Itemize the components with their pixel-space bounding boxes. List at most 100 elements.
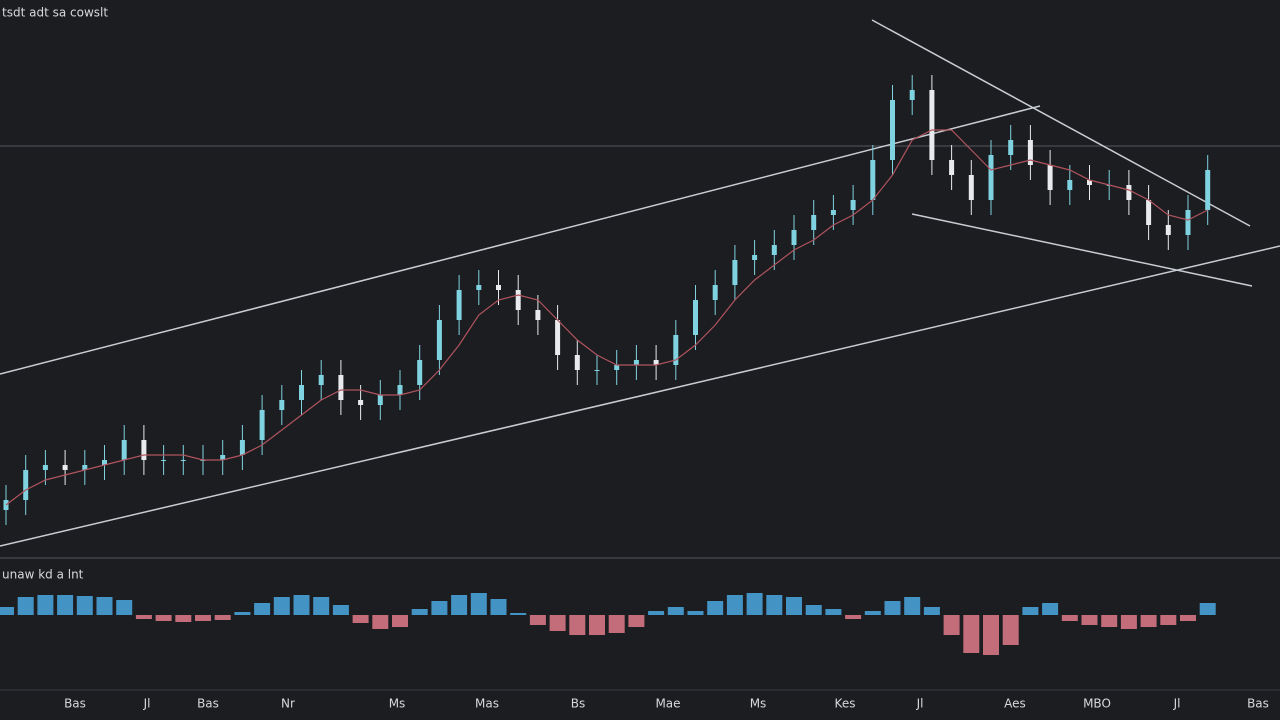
histogram-bar: [1160, 615, 1177, 625]
histogram-bar: [135, 615, 152, 619]
plot-area: Bas Jl Bas Nr Ms Mas Bs Mae Ms Kes Jl Aes MBO Jl Bas: [0, 75, 1269, 711]
histogram-bar: [96, 597, 113, 615]
candle-body: [476, 285, 482, 290]
histogram-bar: [1101, 615, 1118, 627]
histogram-bar: [155, 615, 172, 621]
chart-title: tsdt adt sa cowslt: [2, 6, 108, 20]
histogram-bar: [313, 597, 330, 615]
histogram-bar: [648, 611, 665, 615]
candle-body: [693, 300, 698, 335]
candle-body: [338, 375, 344, 400]
wedge-upper: [871, 19, 1251, 227]
candle-body: [771, 245, 777, 255]
channel-upper: [0, 105, 1041, 375]
candle-body: [82, 465, 88, 470]
candle-body: [949, 160, 955, 175]
candle-body: [614, 365, 620, 370]
histogram-bar: [392, 615, 408, 627]
histogram-bar: [1081, 615, 1098, 625]
candle-body: [811, 215, 817, 230]
histogram-bar: [273, 597, 290, 615]
histogram-bar: [864, 611, 881, 615]
histogram-bar: [1140, 615, 1157, 627]
histogram-bar: [805, 605, 822, 615]
candle-body: [929, 90, 935, 160]
candle-body: [42, 465, 48, 470]
candle-body: [1146, 200, 1152, 225]
histogram-bar: [529, 615, 546, 625]
candle-body: [397, 385, 403, 395]
x-tick-label: Ms: [389, 697, 406, 711]
candle-body: [318, 375, 324, 385]
candle-body: [358, 400, 364, 405]
x-tick-label: Bas: [1247, 697, 1269, 711]
candle-body: [180, 460, 186, 461]
candle-body: [1087, 180, 1092, 185]
candle-body: [62, 465, 68, 470]
histogram-bar: [352, 615, 369, 623]
candle-body: [1185, 210, 1191, 235]
candle-body: [1027, 140, 1033, 165]
x-tick-label: Jl: [916, 697, 924, 711]
candle-body: [1067, 180, 1073, 190]
histogram-bar: [510, 613, 527, 615]
x-tick-label: Bs: [571, 697, 585, 711]
histogram-bar: [786, 597, 802, 615]
candle-body: [890, 100, 895, 160]
histogram-bar: [1061, 615, 1078, 621]
histogram-bar: [746, 593, 763, 615]
x-tick-label: Jl: [1173, 697, 1181, 711]
candle-body: [259, 410, 265, 440]
histogram-bar: [589, 615, 605, 635]
histogram-bar: [943, 615, 960, 635]
histogram-bar: [372, 615, 389, 629]
candle-body: [673, 335, 679, 365]
histogram-bar: [707, 601, 724, 615]
x-tick-label: Mae: [655, 697, 680, 711]
histogram-bar: [667, 607, 684, 615]
histogram-bar: [549, 615, 566, 631]
x-tick-label: Jl: [143, 697, 151, 711]
candle-body: [1126, 185, 1132, 200]
histogram-bar: [1120, 615, 1137, 629]
x-tick-label: Aes: [1004, 697, 1026, 711]
candle-body: [515, 290, 521, 310]
candle-body: [791, 230, 797, 245]
candle-body: [1165, 225, 1171, 235]
histogram-bar: [904, 597, 921, 615]
histogram-bar: [1042, 603, 1059, 615]
candle-body: [377, 395, 383, 405]
candle-body: [456, 290, 462, 320]
histogram-bar: [963, 615, 980, 653]
candle-body: [1008, 140, 1014, 155]
x-tick-label: Bas: [64, 697, 86, 711]
histogram-bar: [332, 605, 349, 615]
x-tick-label: Bas: [197, 697, 219, 711]
candle-body: [870, 160, 876, 200]
histogram-bar: [234, 612, 251, 615]
histogram-bar: [451, 595, 468, 615]
histogram-bar: [0, 607, 14, 615]
histogram-bar: [569, 615, 586, 635]
candle-body: [161, 460, 167, 461]
x-tick-label: MBO: [1083, 697, 1111, 711]
candle-body: [496, 285, 501, 290]
candle-body: [141, 440, 147, 460]
histogram-bar: [845, 615, 862, 619]
candle-body: [436, 320, 442, 360]
candle-body: [653, 360, 659, 365]
histogram-bar: [983, 615, 999, 655]
indicator-label: unaw kd a lnt: [2, 568, 84, 582]
candle-body: [909, 90, 915, 100]
candle-body: [712, 285, 718, 300]
histogram-bar: [293, 595, 310, 615]
histogram-bar: [884, 601, 901, 615]
histogram-bar: [1199, 603, 1216, 615]
histogram-bar: [1002, 615, 1019, 645]
histogram-bar: [628, 615, 645, 627]
histogram-bar: [411, 609, 428, 615]
moving-average: [5, 129, 1208, 506]
candle-body: [574, 355, 580, 370]
candle-body: [968, 175, 974, 200]
